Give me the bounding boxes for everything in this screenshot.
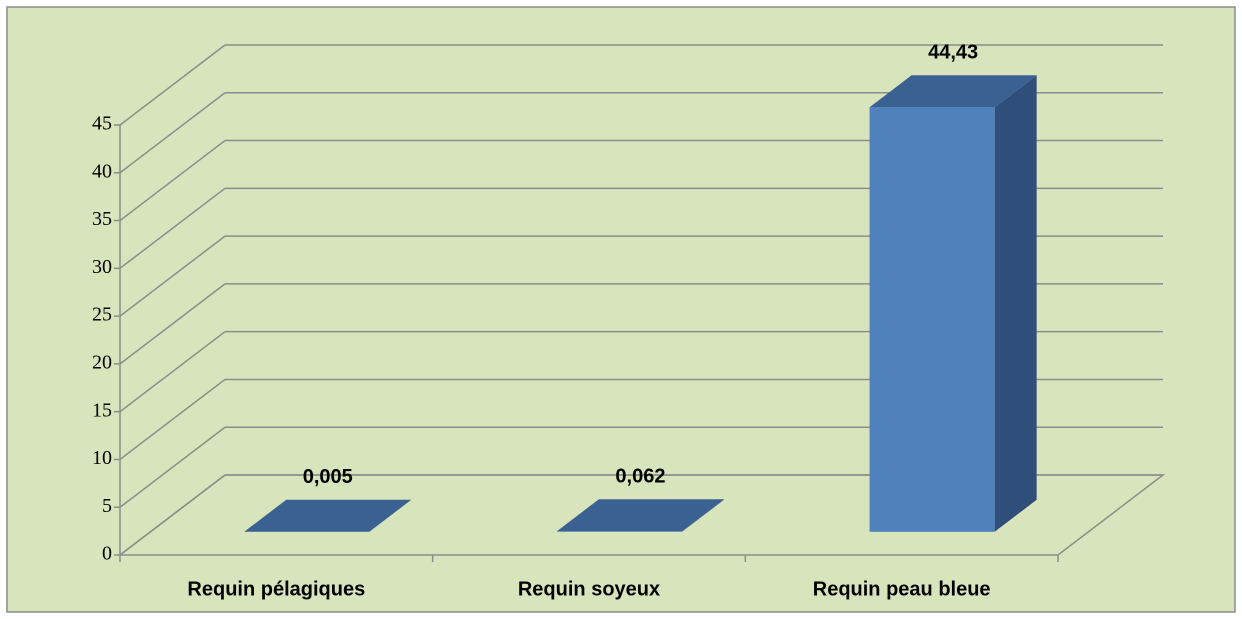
- grid-line: [119, 331, 226, 413]
- grid-line: [119, 283, 226, 365]
- y-tick-label: 40: [92, 160, 112, 182]
- y-tick-label: 35: [92, 208, 112, 230]
- grid-line: [119, 44, 226, 126]
- bar-side: [681, 499, 724, 532]
- value-label: 0,062: [615, 465, 665, 487]
- bar-top: [244, 499, 412, 532]
- grid-line: [119, 187, 226, 269]
- grid-line: [119, 426, 226, 508]
- grid-line: [119, 139, 226, 222]
- grid-line: [119, 378, 226, 461]
- y-tick-label: 30: [92, 256, 112, 278]
- grid-line: [119, 235, 226, 317]
- y-tick-label: 10: [92, 447, 112, 469]
- x-tick-label: Requin soyeux: [518, 578, 660, 600]
- grid-line: [119, 474, 226, 556]
- x-tick-label: Requin peau bleue: [813, 578, 991, 600]
- x-tick-label: Requin pélagiques: [187, 578, 365, 600]
- bar-side: [369, 499, 412, 532]
- grid-line: [119, 92, 226, 174]
- bar-top: [869, 75, 1037, 108]
- value-label: 44,43: [928, 42, 978, 64]
- value-label: 0,005: [303, 466, 353, 488]
- y-tick-label: 5: [102, 495, 112, 517]
- bar: [869, 107, 995, 532]
- y-tick-label: 15: [92, 399, 112, 421]
- bar: [556, 531, 682, 532]
- bar-top: [556, 499, 724, 532]
- y-tick-label: 0: [102, 543, 112, 565]
- y-tick-label: 25: [92, 304, 112, 326]
- bar-side: [994, 75, 1037, 532]
- y-tick-label: 45: [92, 113, 112, 135]
- y-tick-label: 20: [92, 351, 112, 373]
